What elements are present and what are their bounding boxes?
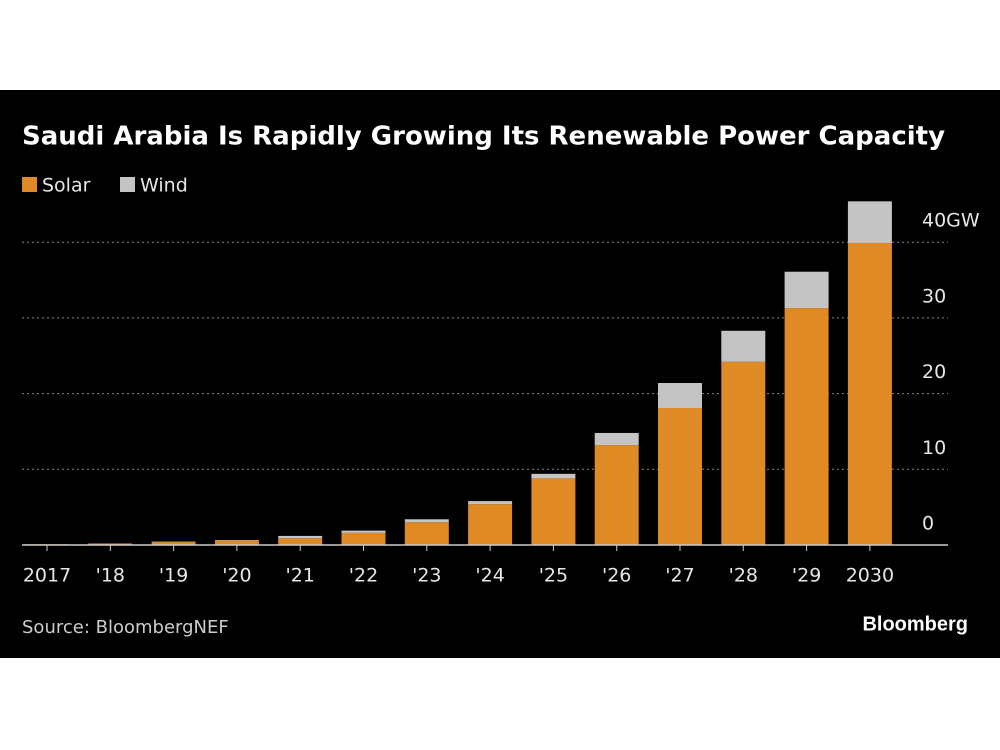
bar-segment — [341, 530, 386, 533]
x-tick-label: '28 — [729, 565, 758, 587]
bar-segment — [784, 308, 829, 545]
y-tick-label: 30 — [922, 285, 946, 307]
x-tick-label: '29 — [792, 565, 821, 587]
bar-segment — [784, 271, 829, 309]
bar-segment — [658, 407, 702, 545]
x-tick-label: '19 — [159, 565, 188, 587]
bar-segment — [278, 535, 323, 539]
bar-segment — [721, 330, 766, 362]
bar-segment — [468, 501, 513, 505]
bar-segment — [341, 532, 386, 545]
background — [0, 90, 1000, 658]
bar-segment — [214, 540, 259, 545]
bar-segment — [404, 522, 449, 545]
bar-segment — [151, 541, 196, 545]
bar-segment — [278, 538, 323, 545]
x-tick-label: '23 — [412, 565, 441, 587]
y-tick-label: 20 — [922, 361, 946, 383]
bar-segment — [531, 478, 576, 545]
y-tick-label: 40GW — [922, 210, 980, 232]
y-tick-label: 0 — [922, 513, 934, 535]
bar-segment — [531, 473, 576, 479]
bar-segment — [847, 201, 892, 243]
x-tick-label: '20 — [222, 565, 251, 587]
bar-segment — [404, 519, 449, 523]
bar-segment — [88, 543, 133, 545]
x-tick-label: '18 — [96, 565, 125, 587]
legend-swatch — [120, 177, 135, 192]
x-tick-label: 2030 — [846, 565, 894, 587]
bar-segment — [658, 383, 702, 408]
x-tick-label: '21 — [285, 565, 314, 587]
x-tick-label: '27 — [665, 565, 694, 587]
chart-title: Saudi Arabia Is Rapidly Growing Its Rene… — [22, 122, 945, 152]
brand: Bloomberg — [862, 613, 968, 635]
x-tick-label: '25 — [539, 565, 568, 587]
legend-label: Solar — [42, 175, 91, 197]
source: Source: BloombergNEF — [22, 617, 229, 638]
bar-segment — [468, 504, 513, 545]
x-tick-label: '26 — [602, 565, 631, 587]
x-tick-label: '22 — [349, 565, 378, 587]
legend-swatch — [22, 177, 37, 192]
bar-segment — [721, 361, 766, 545]
x-tick-label: 2017 — [23, 565, 71, 587]
x-tick-label: '24 — [475, 565, 504, 587]
y-tick-label: 10 — [922, 437, 946, 459]
bar-segment — [594, 445, 639, 545]
legend-label: Wind — [140, 175, 188, 197]
bar-segment — [847, 242, 892, 545]
bar-segment — [594, 432, 639, 446]
